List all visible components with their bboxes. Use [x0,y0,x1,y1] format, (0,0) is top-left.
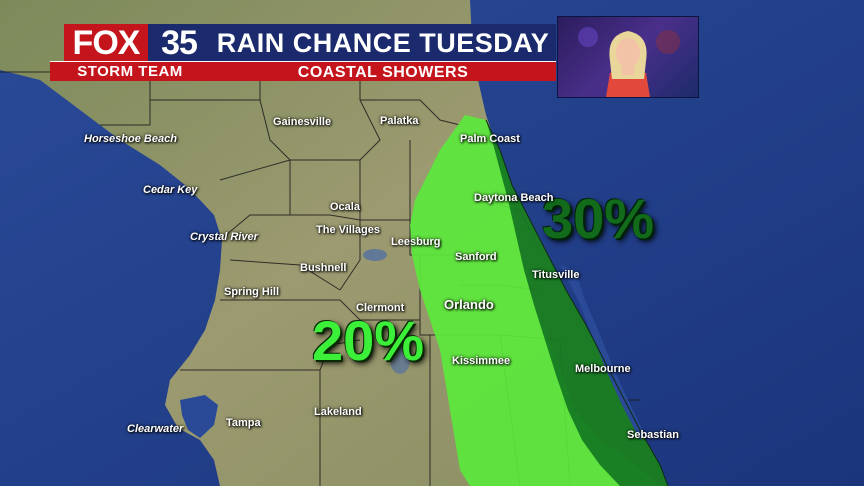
city-label: Lakeland [314,406,362,418]
storm-team-logo: STORM TEAM [50,61,210,81]
coastline [485,119,669,486]
lake [363,249,387,261]
city-label: Spring Hill [224,286,279,298]
city-label: Palatka [380,115,419,127]
city-label: Tampa [226,417,261,429]
city-label: Daytona Beach [474,192,554,204]
tampa-bay [180,395,218,438]
lake [390,346,410,374]
city-label: Cedar Key [143,184,198,196]
rain-zone-20 [410,115,660,486]
city-label: Bushnell [300,262,347,274]
city-label: Clearwater [127,423,184,435]
city-label: Palm Coast [460,133,520,145]
city-label: Orlando [444,297,494,312]
city-label: Clermont [356,302,405,314]
city-label: Kissimmee [452,355,511,367]
city-label: Titusville [532,269,580,281]
city-label: Sanford [455,251,497,263]
page-subtitle: COASTAL SHOWERS [210,61,556,81]
city-label: Leesburg [391,236,441,248]
city-label: Horseshoe Beach [84,133,177,145]
presenter-video [557,16,699,98]
rain-chance-30-label: 30% [542,187,655,250]
city-label: The Villages [316,224,380,236]
page-title: RAIN CHANCE TUESDAY [210,24,556,61]
city-label: Melbourne [575,363,631,375]
rain-chance-20-label: 20% [312,309,425,372]
channel-number: 35 [148,24,210,62]
fox-logo: FOX [64,24,148,62]
presenter-figure [578,27,680,97]
city-label: Crystal River [190,231,258,243]
rain-zone-30 [486,120,668,486]
city-label: Ocala [330,201,360,213]
city-label: Gainesville [273,116,332,128]
barrier-island [560,265,645,440]
city-label: Sebastian [627,429,679,441]
